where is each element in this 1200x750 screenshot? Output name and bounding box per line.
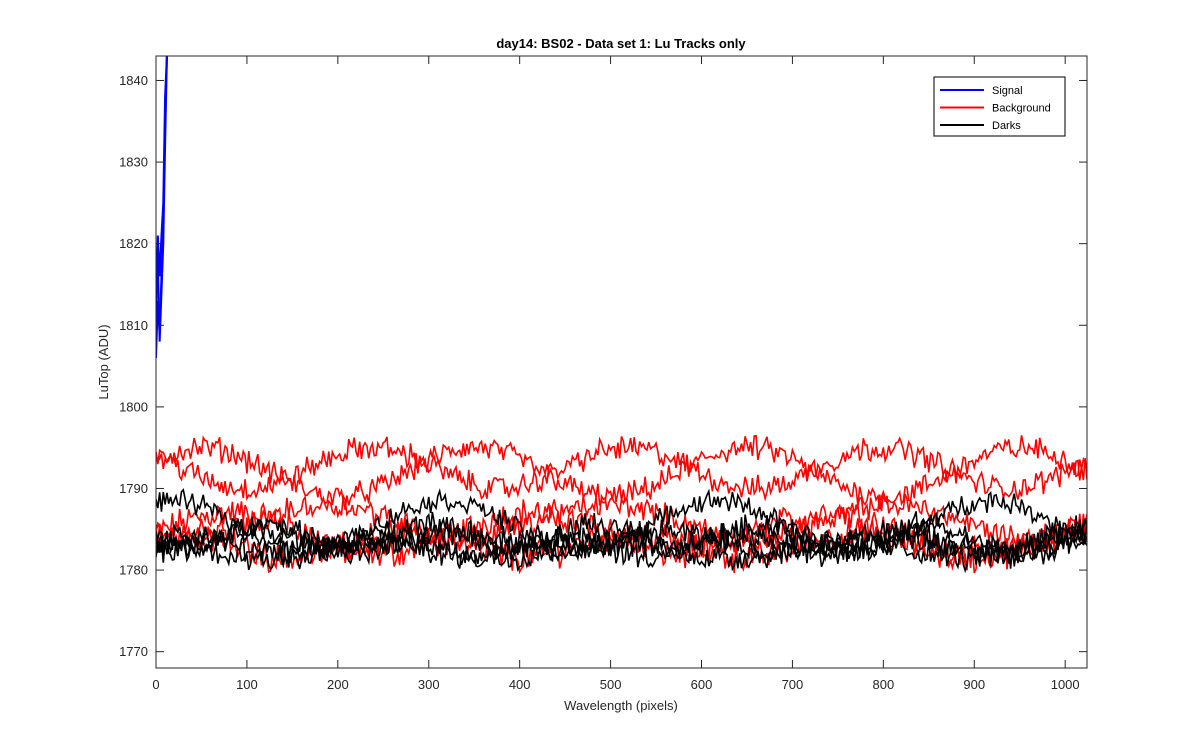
y-tick-label: 1780 xyxy=(119,563,148,578)
y-tick-label: 1830 xyxy=(119,155,148,170)
series-layer xyxy=(156,56,1087,575)
x-tick-label: 500 xyxy=(600,677,622,692)
plot-area-frame xyxy=(155,55,1088,669)
y-tick-label: 1810 xyxy=(119,318,148,333)
x-tick-label: 300 xyxy=(418,677,440,692)
legend-label-signal: Signal xyxy=(992,85,1023,97)
x-tick-label: 700 xyxy=(782,677,804,692)
series-background-trace xyxy=(156,436,1087,502)
x-tick-label: 400 xyxy=(509,677,531,692)
series-background-trace xyxy=(156,492,1087,551)
series-darks-trace xyxy=(156,518,1087,566)
x-tick-label: 100 xyxy=(236,677,258,692)
legend: Signal Background Darks xyxy=(933,76,1066,137)
y-tick-label: 1770 xyxy=(119,644,148,659)
x-tick-label: 800 xyxy=(872,677,894,692)
chart-title: day14: BS02 - Data set 1: Lu Tracks only xyxy=(496,36,746,51)
y-tick-label: 1820 xyxy=(119,236,148,251)
y-tick-label: 1840 xyxy=(119,73,148,88)
series-darks-trace xyxy=(156,522,1087,570)
x-tick-label: 1000 xyxy=(1051,677,1080,692)
axes-layer: 0 100 200 300 400 500 600 700 800 900 1000 1770 1780… xyxy=(119,56,1087,692)
x-tick-label: 0 xyxy=(152,677,159,692)
legend-label-background: Background xyxy=(992,103,1051,115)
y-tick-label: 1800 xyxy=(119,399,148,414)
x-tick-label: 200 xyxy=(327,677,349,692)
legend-label-darks: Darks xyxy=(992,120,1021,132)
series-darks-trace xyxy=(156,488,1087,560)
x-tick-label: 600 xyxy=(691,677,713,692)
x-axis-label: Wavelength (pixels) xyxy=(564,698,678,713)
y-axis-label: LuTop (ADU) xyxy=(96,324,111,399)
x-tick-label: 900 xyxy=(963,677,985,692)
y-tick-label: 1790 xyxy=(119,481,148,496)
series-signal-trace xyxy=(156,56,168,342)
series-darks-group xyxy=(156,488,1087,574)
series-signal-group xyxy=(156,56,168,358)
